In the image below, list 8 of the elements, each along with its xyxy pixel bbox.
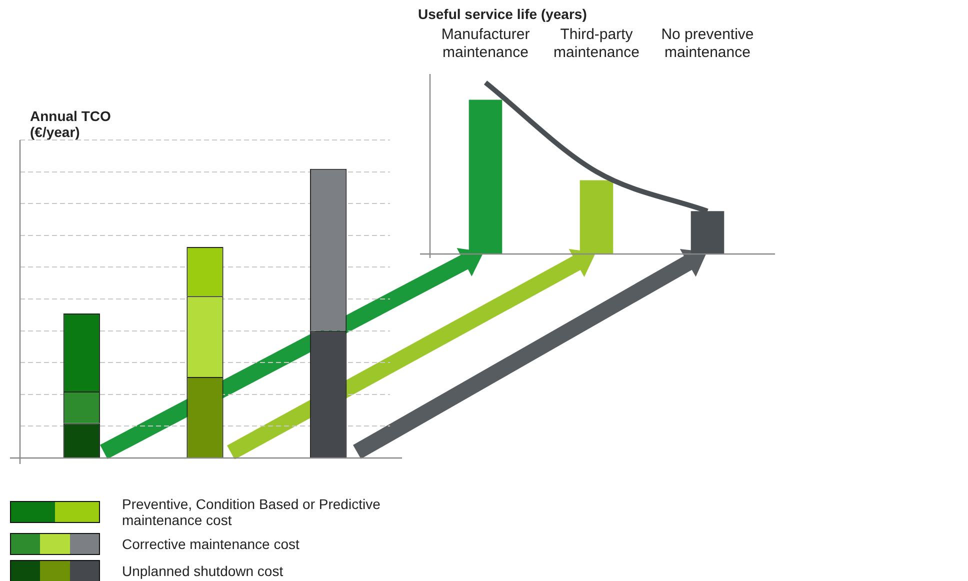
x-tick-label: Third-party maintenance <box>554 26 640 62</box>
y-axis-title: Useful service life (years) <box>418 6 587 22</box>
y-axis-title: Annual TCO (€/year) <box>30 108 112 140</box>
x-tick-label: Manufacturer maintenance <box>441 26 530 62</box>
legend-label: Corrective maintenance cost <box>122 536 300 552</box>
legend-label: Preventive, Condition Based or Predictive maintenance cost <box>122 496 382 528</box>
legend-label: Unplanned shutdown cost <box>122 563 284 579</box>
x-tick-label: No preventive maintenance <box>661 26 754 62</box>
